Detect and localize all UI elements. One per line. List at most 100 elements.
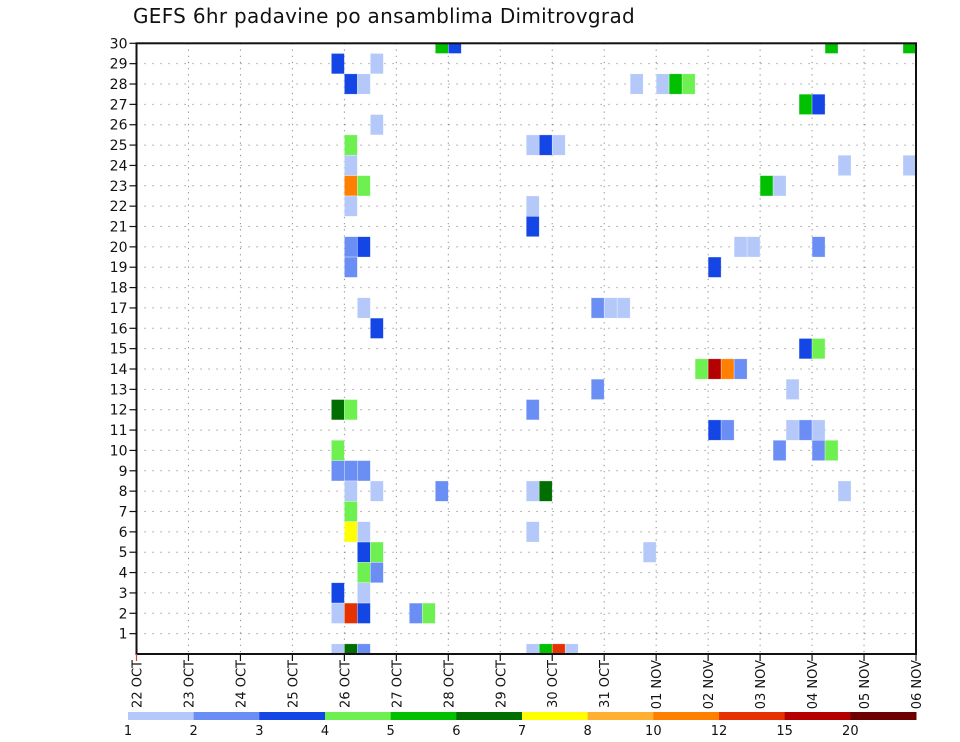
- heatmap-cell: [785, 419, 800, 441]
- legend-swatch: [456, 712, 523, 720]
- y-tick-label: 13: [110, 382, 128, 398]
- heatmap-cell: [525, 521, 540, 543]
- heatmap-cell: [525, 134, 540, 156]
- legend-swatch: [784, 712, 851, 720]
- heatmap-cell: [642, 541, 657, 563]
- legend-level-label: 8: [584, 724, 592, 739]
- heatmap-cell: [681, 73, 696, 95]
- x-tick-label: 25 OCT: [286, 660, 301, 708]
- heatmap-cell: [525, 195, 540, 217]
- legend-level-label: 1: [124, 724, 132, 739]
- heatmap-cell: [344, 521, 358, 543]
- x-tick-label: 30 OCT: [546, 660, 561, 708]
- heatmap-cell: [538, 134, 553, 156]
- heatmap-cell: [370, 53, 384, 75]
- heatmap-cell: [772, 439, 787, 461]
- y-tick-label: 15: [110, 342, 128, 358]
- y-tick-label: 30: [110, 36, 128, 52]
- heatmap-cell: [837, 154, 852, 176]
- heatmap-cell: [435, 480, 449, 502]
- heatmap-cell: [798, 419, 813, 441]
- y-tick-label: 8: [119, 484, 128, 500]
- heatmap-cell: [902, 154, 916, 176]
- y-tick-label: 22: [110, 199, 128, 215]
- heatmap-cell: [357, 297, 371, 319]
- heatmap-cell: [357, 521, 371, 543]
- y-tick-label: 4: [119, 566, 128, 582]
- y-tick-label: 11: [110, 423, 128, 439]
- heatmap-cell: [344, 501, 358, 522]
- heatmap-cell: [811, 236, 826, 258]
- legend-swatch: [653, 712, 720, 720]
- heatmap-cell: [538, 480, 553, 502]
- heatmap-cell: [798, 338, 813, 360]
- legend-swatch: [193, 712, 260, 720]
- heatmap-cell: [798, 93, 813, 115]
- heatmap-cell: [344, 175, 358, 197]
- heatmap-cell: [694, 358, 709, 380]
- x-tick-label: 23 OCT: [182, 660, 197, 708]
- heatmap-cell: [331, 460, 345, 482]
- heatmap-cell: [707, 358, 722, 380]
- heatmap-cell: [344, 73, 358, 95]
- heatmap-cell: [357, 582, 371, 604]
- heatmap-cell: [733, 358, 748, 380]
- heatmap-cell: [331, 399, 345, 421]
- heatmap-cell: [435, 43, 449, 54]
- y-tick-label: 20: [110, 240, 128, 256]
- x-tick-label: 01 NOV: [650, 660, 665, 709]
- heatmap-cell: [357, 460, 371, 482]
- heatmap-cell: [422, 602, 436, 624]
- y-tick-label: 21: [110, 220, 128, 236]
- heatmap-cell: [772, 175, 787, 197]
- legend-level-label: 12: [711, 724, 728, 739]
- y-tick-label: 1: [119, 627, 128, 643]
- y-tick-label: 25: [110, 138, 128, 154]
- heatmap-cell: [344, 399, 358, 421]
- legend-level-label: 2: [190, 724, 198, 739]
- heatmap-cell: [344, 195, 358, 217]
- heatmap-cell: [447, 43, 462, 54]
- legend-level-label: 10: [645, 724, 662, 739]
- y-tick-label: 7: [119, 505, 128, 521]
- heatmap-cell: [357, 236, 371, 258]
- heatmap-cell: [370, 480, 384, 502]
- y-tick-label: 12: [110, 403, 128, 419]
- y-tick-label: 10: [110, 443, 128, 459]
- x-tick-label: 03 NOV: [754, 660, 769, 709]
- legend-swatch: [259, 712, 326, 720]
- y-tick-label: 27: [110, 97, 128, 113]
- x-tick-label: 29 OCT: [494, 660, 509, 708]
- heatmap-cell: [331, 53, 345, 75]
- heatmap-cell: [616, 297, 631, 319]
- legend-swatch: [587, 712, 654, 720]
- chart-title: GEFS 6hr padavine po ansamblima Dimitrov…: [133, 4, 635, 28]
- x-tick-label: 31 OCT: [598, 660, 613, 708]
- y-tick-label: 26: [110, 118, 128, 134]
- heatmap-cell: [707, 256, 722, 278]
- heatmap-cell: [655, 73, 670, 95]
- heatmap-cell: [811, 419, 826, 441]
- heatmap-cell: [733, 236, 748, 258]
- y-tick-label: 9: [119, 464, 128, 480]
- legend-level-label: 5: [387, 724, 395, 739]
- legend-swatch: [850, 712, 917, 720]
- heatmap-cell: [370, 114, 384, 136]
- heatmap-cell: [525, 216, 540, 237]
- heatmap-cell: [902, 43, 916, 54]
- x-tick-label: 28 OCT: [442, 660, 457, 708]
- heatmap-cell: [668, 73, 683, 95]
- y-tick-label: 14: [110, 362, 128, 378]
- heatmap-cell: [759, 175, 774, 197]
- heatmap-cell: [590, 378, 605, 400]
- heatmap-cell: [746, 236, 761, 258]
- heatmap-cell: [603, 297, 618, 319]
- legend-swatch: [325, 712, 392, 720]
- x-axis: 22 OCT 23 OCT 24 OCT 25 OCT 26 OCT 27 OCT 28 O…: [131, 654, 925, 709]
- heatmap-cell: [331, 582, 345, 604]
- y-tick-label: 18: [110, 281, 128, 297]
- heatmap-cell: [409, 602, 423, 624]
- heatmap-cell: [357, 73, 371, 95]
- heatmap-cell: [344, 480, 358, 502]
- y-tick-label: 6: [119, 525, 128, 541]
